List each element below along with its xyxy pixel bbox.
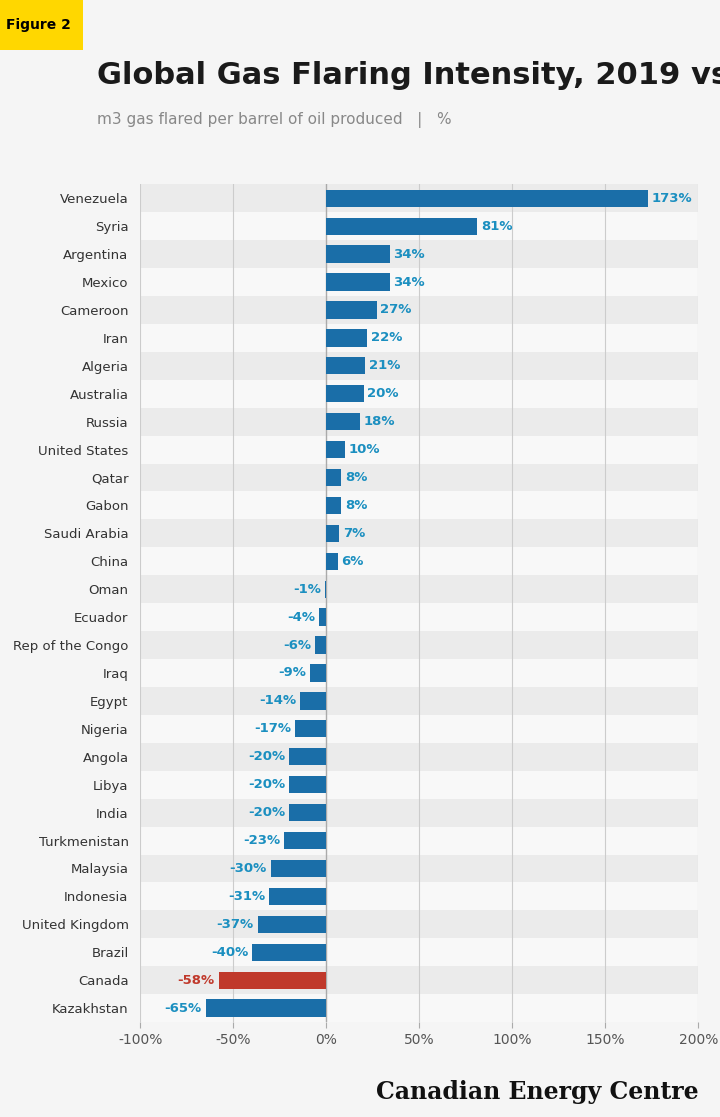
- Text: -9%: -9%: [278, 667, 306, 679]
- Text: 34%: 34%: [393, 248, 425, 260]
- Bar: [284, 832, 326, 849]
- Bar: [140, 938, 698, 966]
- Text: 173%: 173%: [652, 192, 693, 204]
- Text: 10%: 10%: [348, 443, 380, 456]
- Bar: [326, 218, 477, 235]
- Bar: [326, 413, 360, 430]
- Bar: [140, 799, 698, 827]
- Bar: [325, 581, 326, 598]
- Text: -30%: -30%: [230, 862, 267, 875]
- Bar: [140, 631, 698, 659]
- Bar: [140, 184, 698, 212]
- Bar: [315, 637, 326, 653]
- Bar: [140, 603, 698, 631]
- Text: -20%: -20%: [248, 779, 285, 791]
- Bar: [289, 776, 326, 793]
- Text: -40%: -40%: [211, 946, 248, 958]
- Bar: [140, 659, 698, 687]
- Bar: [300, 693, 326, 709]
- Text: 22%: 22%: [371, 332, 402, 344]
- Text: Global Gas Flaring Intensity, 2019 vs. 2014: Global Gas Flaring Intensity, 2019 vs. 2…: [97, 61, 720, 90]
- Text: m3 gas flared per barrel of oil produced   |   %: m3 gas flared per barrel of oil produced…: [97, 112, 452, 127]
- Bar: [140, 380, 698, 408]
- Bar: [140, 547, 698, 575]
- Text: -23%: -23%: [243, 834, 280, 847]
- Text: Canadian Energy Centre: Canadian Energy Centre: [376, 1080, 698, 1105]
- Bar: [326, 497, 341, 514]
- Bar: [140, 575, 698, 603]
- Bar: [205, 1000, 326, 1016]
- Bar: [140, 882, 698, 910]
- Text: -4%: -4%: [287, 611, 315, 623]
- Bar: [326, 302, 377, 318]
- Text: -37%: -37%: [217, 918, 254, 930]
- Bar: [140, 212, 698, 240]
- Text: 8%: 8%: [345, 471, 367, 484]
- Bar: [140, 827, 698, 855]
- Bar: [326, 469, 341, 486]
- Bar: [326, 246, 390, 262]
- Bar: [326, 441, 345, 458]
- Text: 34%: 34%: [393, 276, 425, 288]
- Text: -58%: -58%: [178, 974, 215, 986]
- Text: 6%: 6%: [341, 555, 364, 567]
- Text: 21%: 21%: [369, 360, 400, 372]
- Bar: [326, 190, 648, 207]
- Text: 7%: 7%: [343, 527, 365, 540]
- Bar: [140, 743, 698, 771]
- Bar: [326, 385, 364, 402]
- Bar: [289, 804, 326, 821]
- Bar: [140, 464, 698, 491]
- Bar: [326, 553, 338, 570]
- Text: -1%: -1%: [293, 583, 321, 595]
- Bar: [326, 274, 390, 290]
- Bar: [271, 860, 326, 877]
- Bar: [140, 687, 698, 715]
- Text: -20%: -20%: [248, 806, 285, 819]
- Bar: [294, 720, 326, 737]
- Bar: [319, 609, 326, 626]
- Bar: [140, 352, 698, 380]
- Text: 81%: 81%: [481, 220, 513, 232]
- Text: -31%: -31%: [228, 890, 265, 903]
- Text: -14%: -14%: [259, 695, 297, 707]
- Bar: [140, 715, 698, 743]
- Bar: [140, 324, 698, 352]
- Bar: [252, 944, 326, 961]
- Bar: [140, 855, 698, 882]
- Text: Figure 2: Figure 2: [6, 18, 71, 32]
- Bar: [140, 771, 698, 799]
- Text: 18%: 18%: [364, 416, 395, 428]
- Bar: [326, 525, 339, 542]
- Bar: [140, 966, 698, 994]
- Bar: [140, 994, 698, 1022]
- Text: -17%: -17%: [254, 723, 291, 735]
- Text: 20%: 20%: [367, 388, 399, 400]
- Bar: [269, 888, 326, 905]
- Bar: [140, 296, 698, 324]
- Text: -65%: -65%: [165, 1002, 202, 1014]
- Bar: [326, 357, 366, 374]
- Bar: [140, 491, 698, 519]
- Bar: [140, 519, 698, 547]
- Bar: [310, 665, 326, 681]
- Bar: [140, 240, 698, 268]
- Text: -20%: -20%: [248, 751, 285, 763]
- Bar: [140, 436, 698, 464]
- Bar: [140, 408, 698, 436]
- Bar: [219, 972, 326, 989]
- Text: 27%: 27%: [380, 304, 412, 316]
- Bar: [140, 268, 698, 296]
- Text: 8%: 8%: [345, 499, 367, 512]
- Bar: [258, 916, 326, 933]
- Text: -6%: -6%: [284, 639, 312, 651]
- Bar: [289, 748, 326, 765]
- Bar: [140, 910, 698, 938]
- Bar: [326, 330, 367, 346]
